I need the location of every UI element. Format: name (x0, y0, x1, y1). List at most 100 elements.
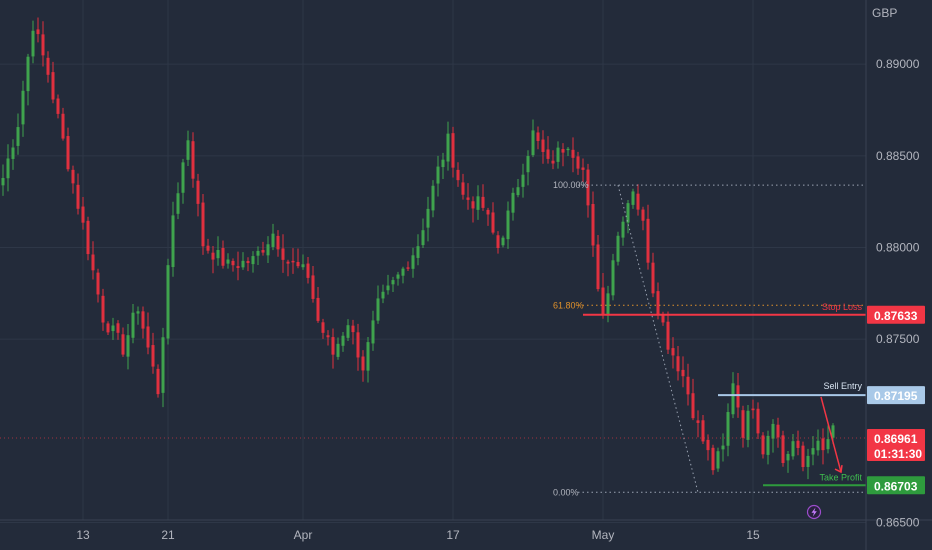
candle-body (381, 291, 385, 299)
candle-body (761, 435, 765, 455)
candle-body (361, 356, 365, 371)
candle-body (346, 325, 350, 338)
candle-body (206, 245, 210, 251)
fib-trend-line[interactable] (617, 185, 699, 493)
candle-body (306, 263, 310, 278)
candle-body (486, 209, 490, 215)
candle-body (146, 326, 150, 348)
candle-body (791, 441, 795, 457)
candle-body (46, 57, 50, 75)
candle-body (521, 174, 525, 187)
candle-body (491, 212, 495, 233)
candle-body (631, 191, 635, 205)
candle-body (686, 376, 690, 395)
candles-group (1, 17, 835, 480)
candle-body (221, 247, 225, 266)
candle-body (356, 332, 360, 358)
candle-body (366, 342, 370, 371)
candle-body (741, 410, 745, 438)
candle-body (636, 193, 640, 210)
candle-body (826, 439, 830, 450)
candle-body (376, 298, 380, 321)
candle-body (746, 410, 750, 440)
arrow-head (834, 464, 843, 474)
time-tick-label: May (592, 528, 615, 542)
candle-body (661, 314, 665, 323)
price-tick-label: 0.86500 (876, 516, 920, 530)
candle-body (591, 204, 595, 246)
candle-body (91, 254, 95, 271)
price-axis[interactable]: 0.89000 0.88500 0.88000 0.87500 0.86500 (876, 57, 920, 529)
candle-body (691, 393, 695, 419)
candle-body (801, 445, 805, 468)
candle-body (571, 149, 575, 158)
fib-level-label: 0.00% (553, 487, 579, 497)
candle-body (311, 275, 315, 299)
candle-body (296, 262, 300, 267)
candle-body (566, 148, 570, 151)
candle-body (586, 169, 590, 206)
candle-body (246, 261, 250, 264)
candle-body (6, 158, 10, 179)
price-tag-text: 0.87195 (874, 389, 918, 403)
candle-body (466, 197, 470, 200)
candle-body (576, 156, 580, 169)
candle-body (781, 435, 785, 463)
candle-body (511, 192, 515, 213)
candle-body (371, 320, 375, 344)
candle-body (426, 208, 430, 228)
candle-body (181, 162, 185, 193)
candle-body (726, 412, 730, 446)
time-axis[interactable]: 13 21 Apr 17 May 15 (76, 528, 760, 542)
take-profit-label: Take Profit (819, 472, 862, 482)
candle-body (336, 343, 340, 357)
candle-body (16, 127, 20, 146)
candle-body (626, 203, 630, 223)
candle-body (31, 30, 35, 57)
candle-body (261, 250, 265, 253)
candle-body (116, 323, 120, 333)
candle-body (506, 210, 510, 240)
candle-body (646, 218, 650, 263)
candle-body (621, 221, 625, 238)
time-tick-label: Apr (294, 528, 313, 542)
candle-body (476, 196, 480, 210)
candle-body (71, 169, 75, 184)
candle-body (1, 177, 5, 186)
candle-body (821, 438, 825, 451)
candle-body (386, 285, 390, 291)
candle-body (696, 420, 700, 423)
candle-body (351, 325, 355, 333)
candle-body (751, 408, 755, 411)
candle-body (731, 383, 735, 415)
candle-body (301, 264, 305, 268)
grid-lines (0, 0, 866, 523)
candle-body (441, 159, 445, 168)
candle-body (211, 252, 215, 260)
candle-body (616, 235, 620, 262)
candle-body (326, 335, 330, 338)
candle-body (831, 425, 835, 438)
lightning-icon[interactable] (806, 504, 822, 520)
candle-body (556, 147, 560, 162)
candle-body (266, 244, 270, 256)
candle-body (601, 287, 605, 316)
candle-body (291, 260, 295, 263)
candle-body (236, 266, 240, 268)
candle-body (681, 369, 685, 377)
candle-body (611, 260, 615, 296)
candle-body (241, 260, 245, 268)
price-tick-label: 0.88000 (876, 241, 920, 255)
candle-body (481, 196, 485, 208)
candle-body (391, 280, 395, 285)
candle-body (816, 440, 820, 451)
candle-body (136, 311, 140, 314)
candle-body (86, 220, 90, 255)
price-tag (867, 386, 925, 405)
price-tag (867, 476, 925, 495)
candle-body (151, 345, 155, 367)
candle-body (411, 255, 415, 269)
